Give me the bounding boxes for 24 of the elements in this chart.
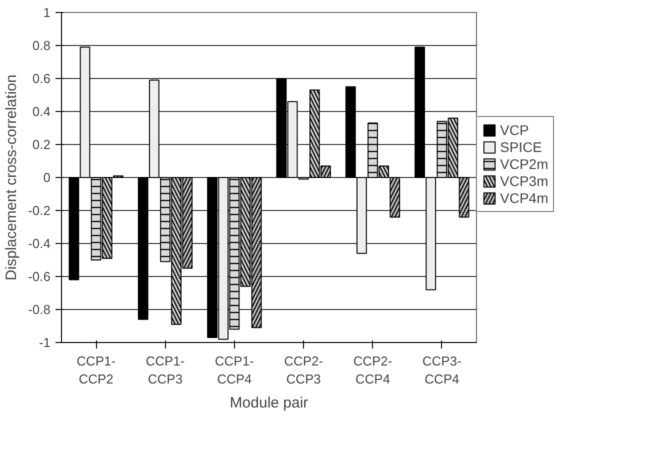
x-tick-label: CCP3- CCP4 (422, 354, 462, 386)
y-tick-label: 0.8 (32, 38, 51, 53)
legend-label: VCP3m (500, 173, 548, 189)
y-tick-label: -0.8 (28, 302, 51, 317)
y-tick-label: 0.2 (32, 137, 51, 152)
x-axis-title: Module pair (230, 394, 308, 412)
y-tick-label: -0.2 (28, 203, 51, 218)
x-tick-label: CCP2- CCP3 (284, 354, 324, 386)
x-tick-label: CCP1- CCP3 (146, 354, 185, 386)
y-tick-label: -0.6 (28, 269, 51, 284)
y-tick-label: -0.4 (28, 236, 51, 251)
legend-label: VCP (500, 122, 529, 138)
x-tick-label: CCP1- CCP2 (76, 354, 116, 386)
legend-label: VCP2m (500, 156, 548, 172)
y-tick-label: -1 (38, 335, 51, 350)
y-tick-label: 0.6 (32, 71, 51, 86)
legend-label: VCP4m (500, 190, 548, 206)
legend-label: SPICE (500, 139, 542, 155)
y-tick-label: 0 (43, 170, 51, 185)
y-tick-label: 0.4 (32, 104, 51, 119)
x-tick-label: CCP1- CCP4 (214, 354, 254, 386)
y-tick-label: 1 (43, 5, 51, 20)
y-axis-title: Displacement cross-correlation (3, 74, 20, 280)
x-tick-label: CCP2- CCP4 (353, 354, 392, 386)
